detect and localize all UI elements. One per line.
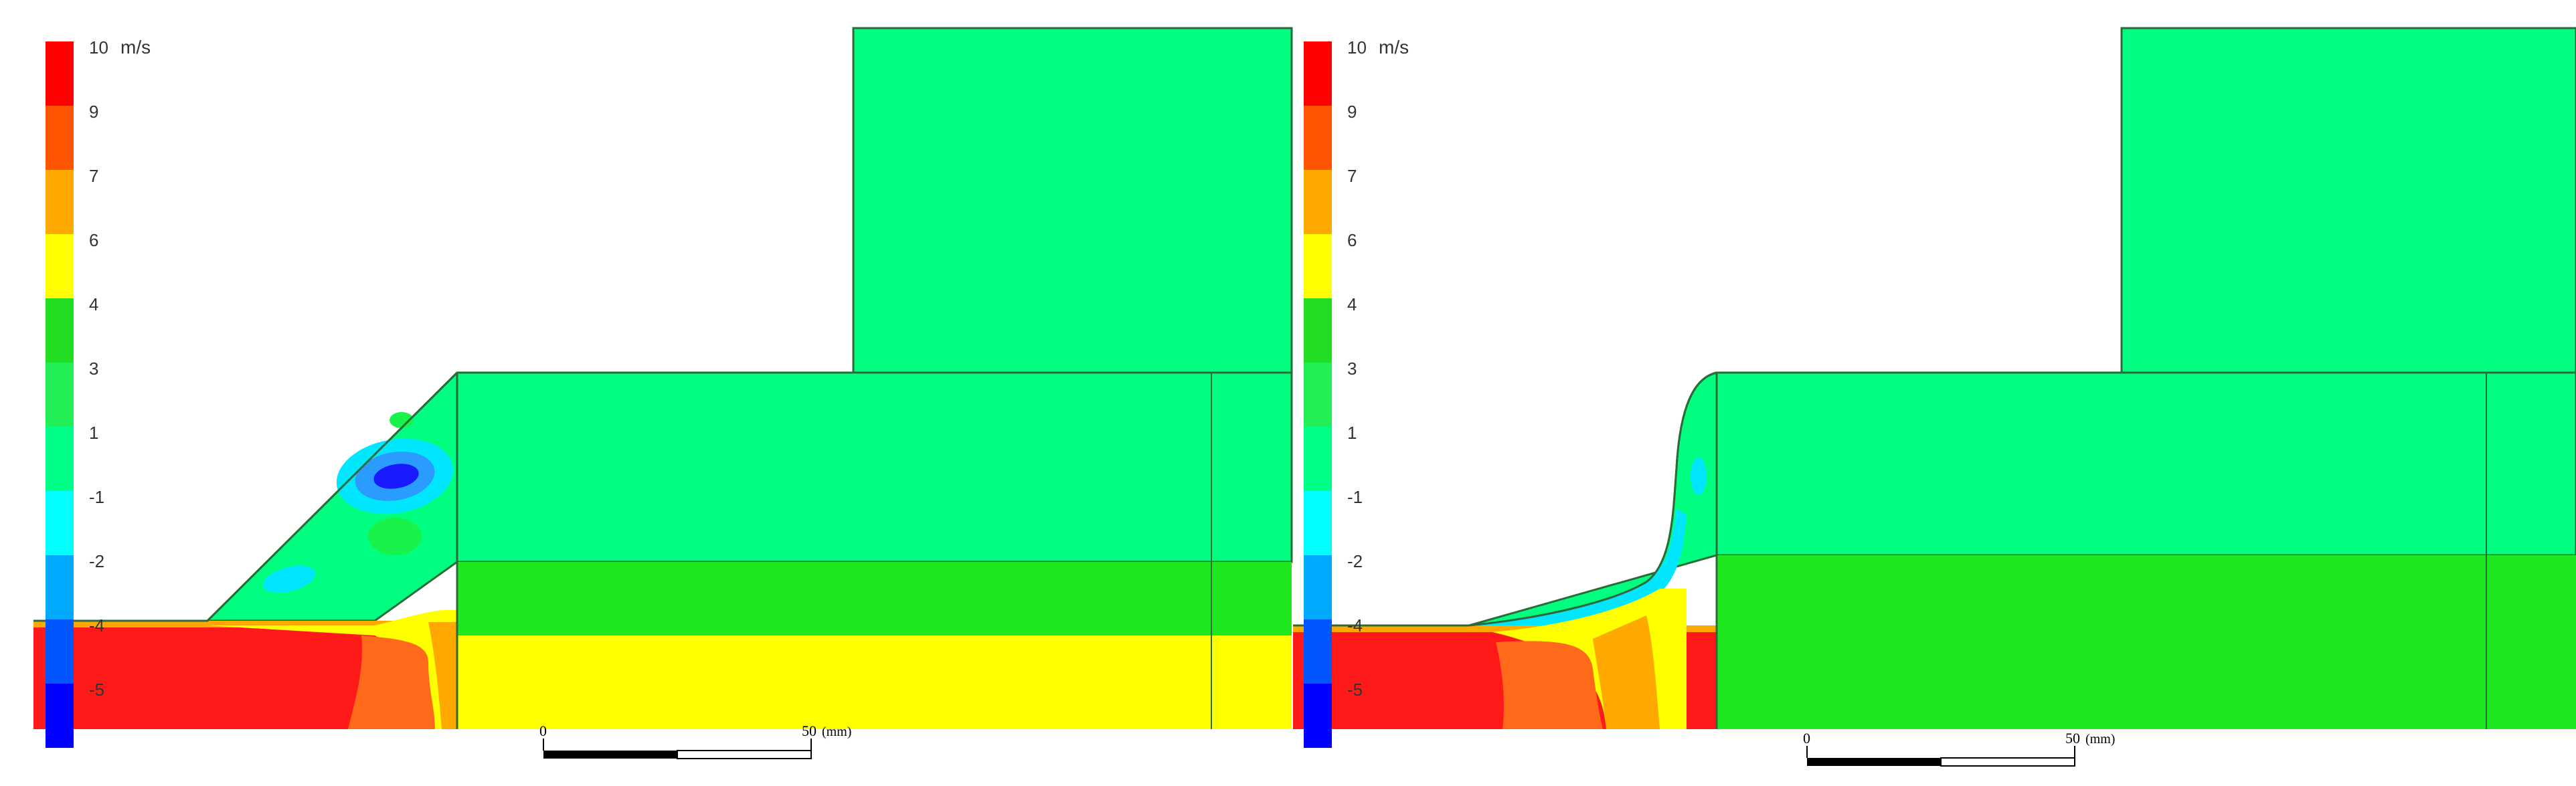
scale-segment-black — [1807, 758, 1941, 766]
legend-tick-label: 7 — [1347, 166, 1357, 186]
legend-band — [46, 555, 74, 619]
legend-tick-label: 9 — [1347, 102, 1357, 122]
legend-band — [46, 170, 74, 234]
legend-band — [46, 234, 74, 298]
rounded-inlet-outline — [1293, 371, 1717, 627]
wall-layer-yellow — [428, 622, 457, 729]
wall-layer-amber — [1593, 615, 1660, 729]
legend-band — [46, 363, 74, 427]
legend-band — [1304, 363, 1332, 427]
legend-tick-label: 1 — [1347, 423, 1357, 443]
legend-tick-label: -2 — [1347, 551, 1363, 571]
legend-band — [1304, 491, 1332, 555]
legend-tick-label: -1 — [1347, 487, 1363, 507]
legend-band — [46, 619, 74, 684]
legend-tick-label: -2 — [89, 551, 104, 571]
legend-unit: m/s — [120, 37, 151, 58]
legend-tick-label: -4 — [89, 615, 104, 635]
scale-bar: 0 50 (mm) — [539, 722, 851, 759]
legend-tick-label: 6 — [89, 230, 98, 250]
legend-band — [46, 427, 74, 491]
vortex-core — [373, 464, 419, 489]
panel-rounded-inlet — [1293, 27, 2576, 729]
inlet-top-layer — [1293, 625, 1717, 632]
scale-unit-label: (mm) — [822, 724, 851, 739]
legend-tick-label: 1 — [89, 423, 98, 443]
color-legend: 10 9 7 6 4 3 1 -1 -2 -4 -5 m/s — [1304, 37, 1409, 748]
legend-tick-label: -5 — [1347, 680, 1363, 700]
legend-tick-label: 4 — [1347, 294, 1357, 314]
scale-segment-white — [677, 750, 812, 759]
panel-chamfered-inlet — [33, 27, 1293, 729]
legend-band — [1304, 298, 1332, 363]
wall-cyan-layer — [1469, 508, 1687, 630]
green-band — [457, 562, 1292, 635]
vortex-small — [1691, 458, 1707, 495]
scale-end-label: 50 — [802, 722, 817, 739]
wall-layer-orange — [348, 635, 435, 729]
legend-band — [46, 298, 74, 363]
legend-band — [46, 684, 74, 748]
scale-end-label: 50 — [2065, 730, 2080, 747]
color-legend: 10 9 7 6 4 3 1 -1 -2 -4 -5 m/s — [46, 37, 151, 748]
legend-band — [46, 491, 74, 555]
legend-tick-label: 10 — [89, 37, 108, 58]
wall-layer-orange — [1496, 641, 1603, 729]
legend-band — [1304, 234, 1332, 298]
legend-tick-label: 9 — [89, 102, 98, 122]
jet-yellow-region — [457, 635, 1292, 729]
legend-band — [1304, 41, 1332, 106]
scale-bar: 0 50 (mm) — [1803, 730, 2115, 767]
legend-band — [1304, 555, 1332, 619]
tank-region — [852, 27, 1293, 374]
legend-band — [1304, 619, 1332, 684]
legend-tick-label: 6 — [1347, 230, 1357, 250]
inlet-top-layer — [33, 621, 457, 627]
legend-band — [1304, 684, 1332, 748]
legend-band — [46, 41, 74, 106]
legend-tick-label: 10 — [1347, 37, 1367, 58]
legend-tick-label: -1 — [89, 487, 104, 507]
legend-band — [46, 106, 74, 170]
legend-band — [1304, 427, 1332, 491]
scale-zero-label: 0 — [539, 722, 547, 739]
vortex-secondary — [263, 565, 315, 593]
legend-tick-label: 4 — [89, 294, 98, 314]
green-band — [1717, 555, 2576, 729]
legend-band — [1304, 106, 1332, 170]
legend-tick-label: -4 — [1347, 615, 1363, 635]
legend-unit: m/s — [1379, 37, 1409, 58]
legend-tick-label: 7 — [89, 166, 98, 186]
green-patch — [368, 518, 422, 555]
scale-zero-label: 0 — [1803, 730, 1810, 747]
scale-segment-black — [543, 751, 677, 759]
tank-region — [2120, 27, 2576, 374]
green-patch-small — [390, 412, 414, 428]
legend-tick-label: 3 — [89, 359, 98, 379]
scale-unit-label: (mm) — [2085, 732, 2115, 747]
chamfer-outline — [33, 371, 458, 622]
legend-tick-label: -5 — [89, 680, 104, 700]
legend-tick-label: 3 — [1347, 359, 1357, 379]
scale-segment-white — [1940, 757, 2075, 767]
legend-band — [1304, 170, 1332, 234]
